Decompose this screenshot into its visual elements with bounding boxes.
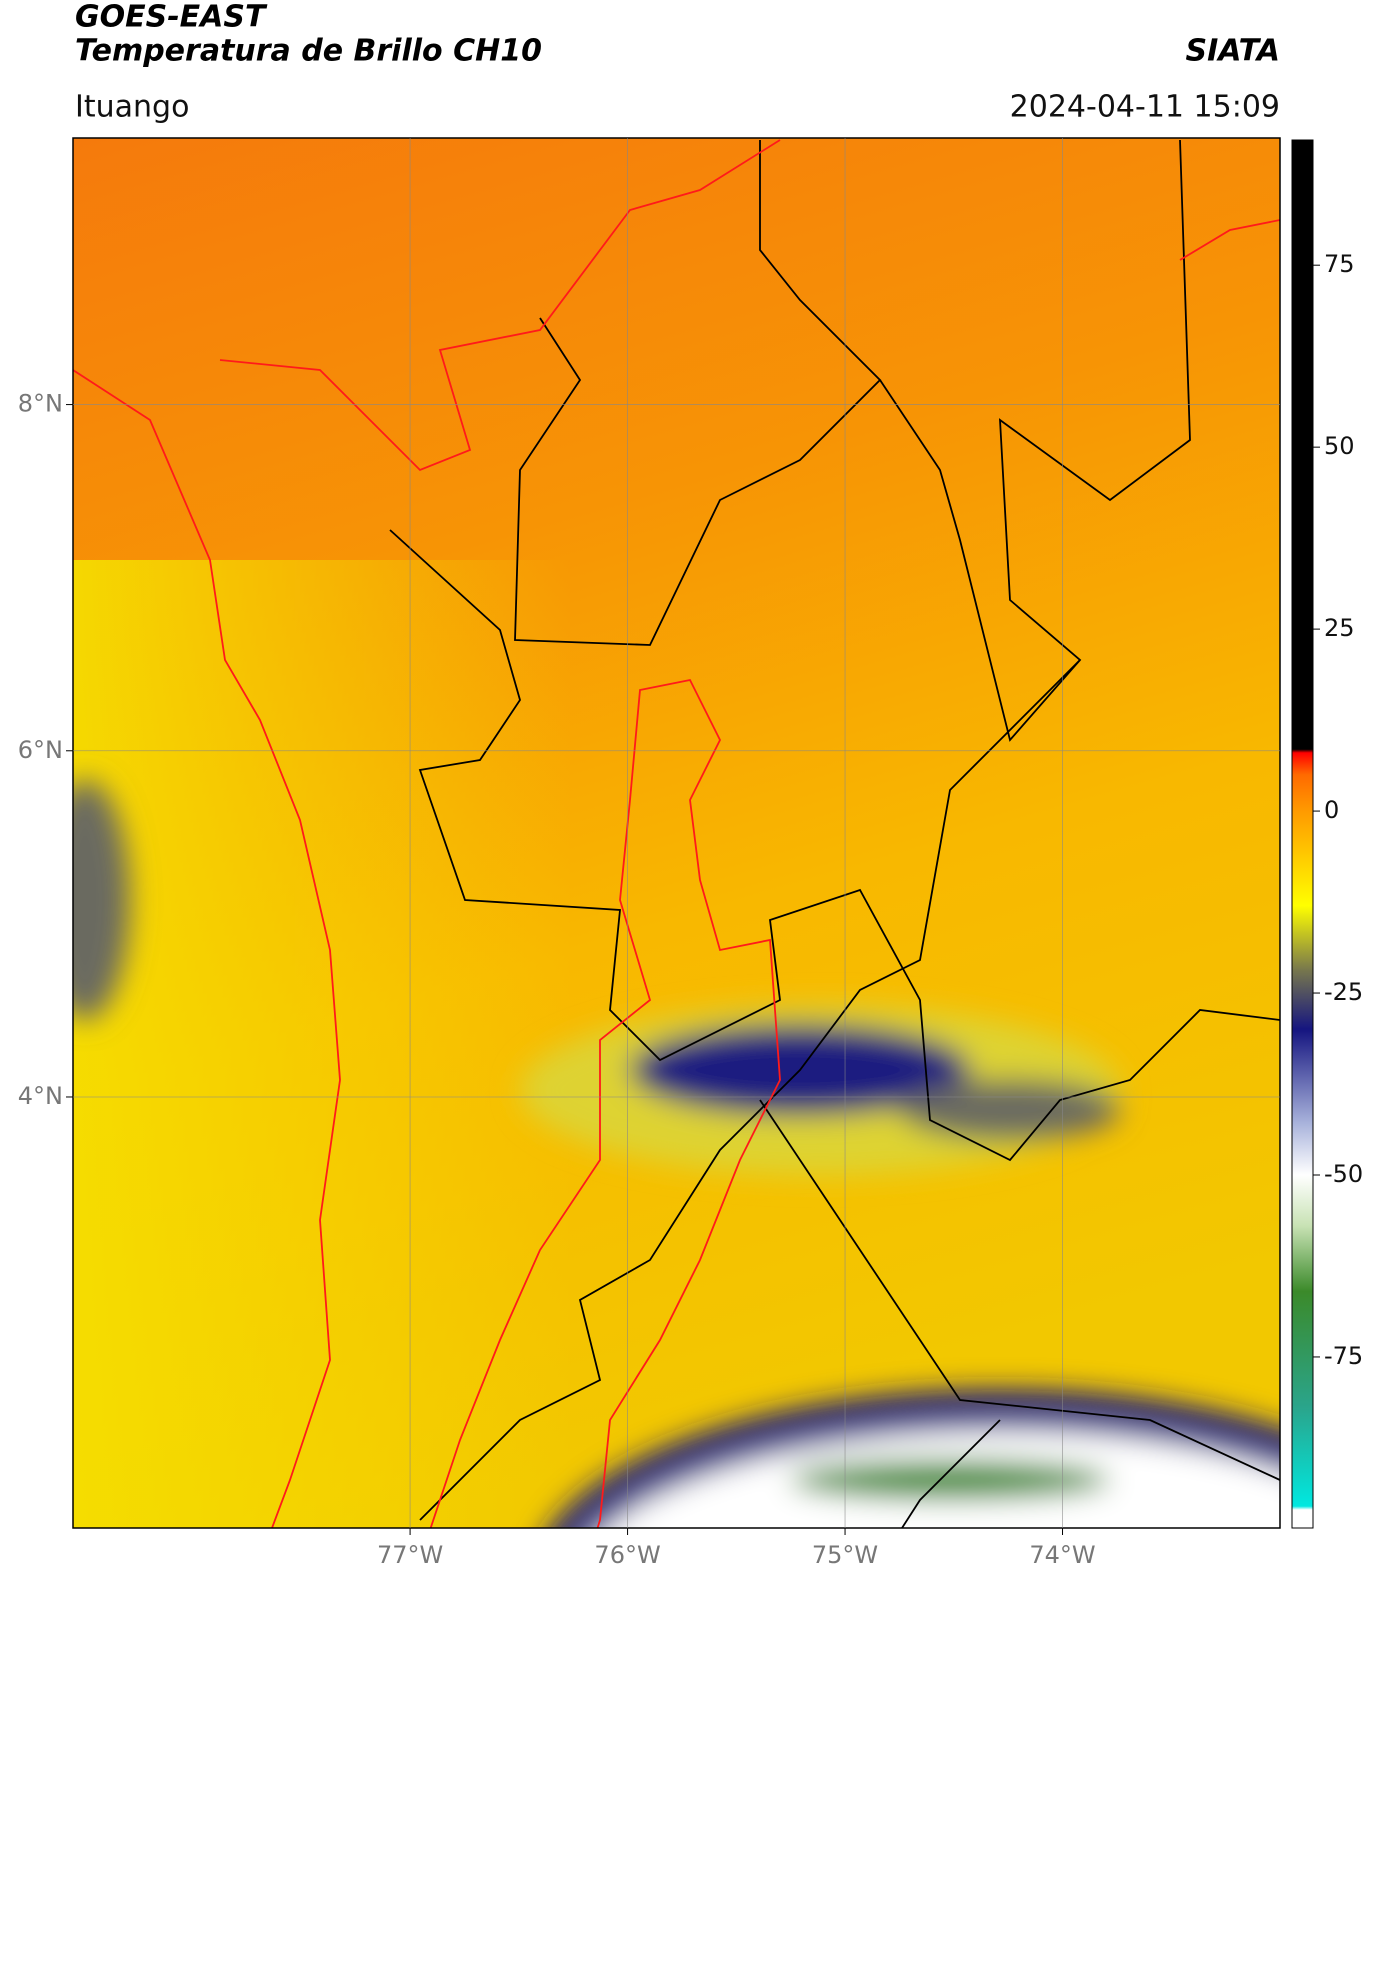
timestamp: 2024-04-11 15:09: [1010, 90, 1280, 125]
y-tick-label: 6°N: [18, 736, 63, 764]
colorbar-tick-label: 50: [1324, 432, 1355, 460]
source: SIATA: [1186, 34, 1280, 69]
location: Ituango: [75, 90, 189, 125]
y-tick-label: 8°N: [18, 390, 63, 418]
title: GOES-EAST: [75, 0, 268, 35]
y-tick-label: 4°N: [18, 1082, 63, 1110]
x-tick-label: 74°W: [1029, 1541, 1095, 1569]
colorbar-tick-label: -75: [1324, 1342, 1363, 1370]
colorbar-tick-label: 75: [1324, 250, 1355, 278]
x-tick-label: 76°W: [594, 1541, 660, 1569]
x-tick-label: 75°W: [812, 1541, 878, 1569]
colorbar-tick-label: -50: [1324, 1160, 1363, 1188]
colorbar-tick-label: 25: [1324, 614, 1355, 642]
colorbar: [1291, 139, 1314, 1529]
subtitle: Temperatura de Brillo CH10: [75, 34, 542, 69]
map-frame: [72, 137, 1281, 1529]
satellite-image: [73, 138, 1280, 1528]
x-tick-label: 77°W: [377, 1541, 443, 1569]
colorbar-tick-label: 0: [1324, 796, 1339, 824]
colorbar-tick-label: -25: [1324, 978, 1363, 1006]
